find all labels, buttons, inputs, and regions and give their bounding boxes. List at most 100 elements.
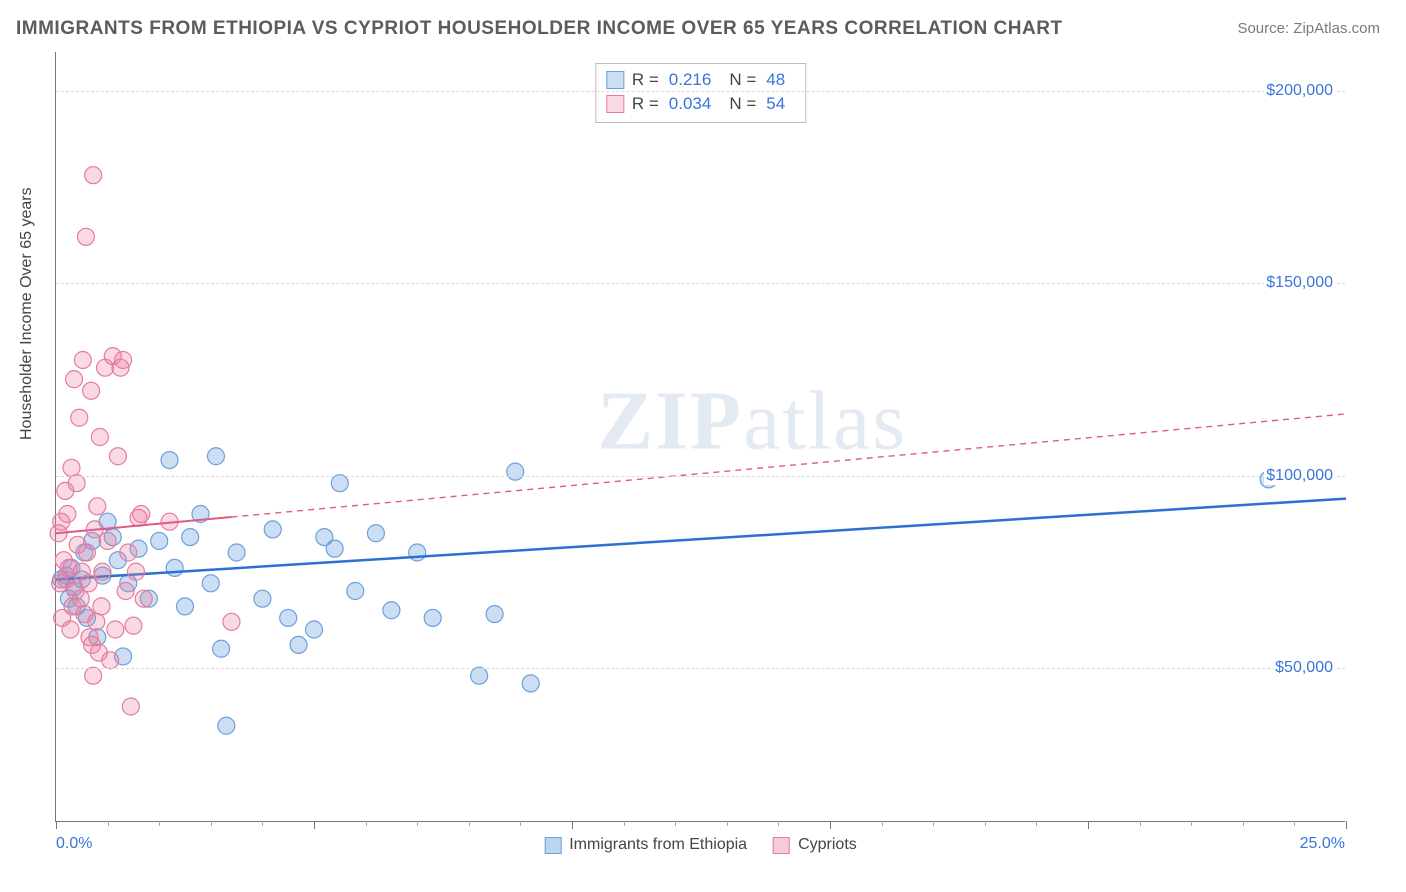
data-point <box>202 575 219 592</box>
data-point <box>117 583 134 600</box>
data-point <box>507 463 524 480</box>
data-point <box>409 544 426 561</box>
x-tick-minor <box>211 821 212 826</box>
data-point <box>107 621 124 638</box>
data-point <box>151 532 168 549</box>
x-tick-minor <box>778 821 779 826</box>
x-tick-minor <box>417 821 418 826</box>
data-point <box>62 621 79 638</box>
data-point <box>89 498 106 515</box>
legend-swatch-1 <box>606 95 624 113</box>
x-tick-minor <box>624 821 625 826</box>
plot-area: ZIPatlas R = 0.216 N = 48 R = 0.034 N = … <box>55 52 1345 822</box>
data-point <box>383 602 400 619</box>
data-point <box>486 606 503 623</box>
data-point <box>72 590 89 607</box>
legend-row-series-1: R = 0.034 N = 54 <box>606 92 795 116</box>
x-tick-major <box>830 821 831 829</box>
x-tick-minor <box>933 821 934 826</box>
x-tick-minor <box>366 821 367 826</box>
data-point <box>135 590 152 607</box>
x-tick-minor <box>520 821 521 826</box>
data-point <box>78 544 95 561</box>
gridline <box>56 668 1345 669</box>
legend-n-value-0: 48 <box>766 68 785 92</box>
data-point <box>306 621 323 638</box>
data-point <box>280 609 297 626</box>
data-point <box>102 652 119 669</box>
y-tick-label: $100,000 <box>1264 467 1335 485</box>
data-point <box>290 636 307 653</box>
legend-row-series-0: R = 0.216 N = 48 <box>606 68 795 92</box>
data-point <box>127 563 144 580</box>
source-label: Source: ZipAtlas.com <box>1237 20 1380 37</box>
gridline <box>56 476 1345 477</box>
bottom-swatch-1 <box>773 837 790 854</box>
trend-line <box>56 499 1346 580</box>
legend-swatch-0 <box>606 71 624 89</box>
legend-r-label-1: R = <box>632 92 659 116</box>
data-point <box>182 529 199 546</box>
x-tick-major <box>1346 821 1347 829</box>
bottom-legend-label-0: Immigrants from Ethiopia <box>569 836 747 854</box>
data-point <box>125 617 142 634</box>
data-point <box>94 563 111 580</box>
x-tick-minor <box>1243 821 1244 826</box>
x-tick-minor <box>262 821 263 826</box>
data-point <box>74 352 91 369</box>
x-tick-minor <box>985 821 986 826</box>
data-point <box>133 506 150 523</box>
x-tick-minor <box>159 821 160 826</box>
legend-r-value-1: 0.034 <box>669 92 712 116</box>
data-point <box>424 609 441 626</box>
data-point <box>326 540 343 557</box>
data-point <box>99 532 116 549</box>
data-point <box>91 429 108 446</box>
data-point <box>120 544 137 561</box>
bottom-legend: Immigrants from Ethiopia Cypriots <box>544 836 857 854</box>
data-point <box>218 717 235 734</box>
data-point <box>77 228 94 245</box>
x-tick-minor <box>727 821 728 826</box>
legend-r-value-0: 0.216 <box>669 68 712 92</box>
x-tick-minor <box>675 821 676 826</box>
data-point <box>166 559 183 576</box>
data-point <box>331 475 348 492</box>
data-point <box>115 352 132 369</box>
data-point <box>207 448 224 465</box>
x-tick-major <box>1088 821 1089 829</box>
y-tick-label: $200,000 <box>1264 82 1335 100</box>
legend-box: R = 0.216 N = 48 R = 0.034 N = 54 <box>595 63 806 123</box>
data-point <box>85 667 102 684</box>
data-point <box>63 459 80 476</box>
data-point <box>88 613 105 630</box>
data-point <box>522 675 539 692</box>
data-point <box>264 521 281 538</box>
legend-n-label-0: N = <box>729 68 756 92</box>
trend-line-dashed <box>231 414 1346 517</box>
chart-title: IMMIGRANTS FROM ETHIOPIA VS CYPRIOT HOUS… <box>16 18 1063 40</box>
data-point <box>109 448 126 465</box>
x-tick-major <box>572 821 573 829</box>
data-point <box>80 575 97 592</box>
data-point <box>254 590 271 607</box>
gridline <box>56 283 1345 284</box>
data-point <box>93 598 110 615</box>
data-point <box>213 640 230 657</box>
chart-svg <box>56 52 1345 821</box>
data-point <box>161 452 178 469</box>
gridline <box>56 91 1345 92</box>
data-point <box>367 525 384 542</box>
data-point <box>66 371 83 388</box>
bottom-swatch-0 <box>544 837 561 854</box>
data-point <box>83 382 100 399</box>
x-axis-max-label: 25.0% <box>1300 835 1345 853</box>
data-point <box>223 613 240 630</box>
x-axis-min-label: 0.0% <box>56 835 92 853</box>
data-point <box>59 506 76 523</box>
x-tick-minor <box>1140 821 1141 826</box>
data-point <box>85 167 102 184</box>
data-point <box>347 583 364 600</box>
data-point <box>228 544 245 561</box>
legend-r-label-0: R = <box>632 68 659 92</box>
